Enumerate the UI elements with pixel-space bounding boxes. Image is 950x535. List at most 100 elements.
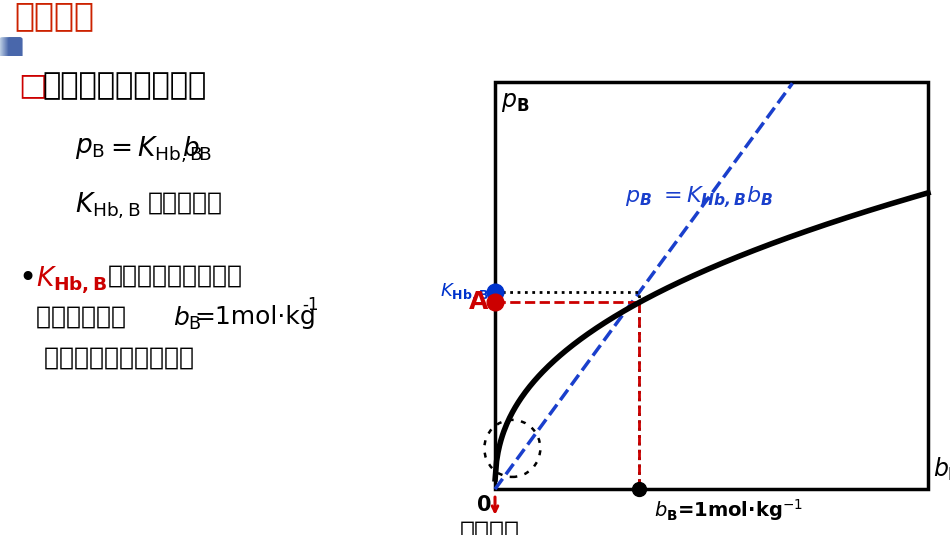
Text: =1mol·kg: =1mol·kg (194, 305, 315, 328)
Bar (1, 38, 12, 56)
Bar (2, 38, 13, 56)
Bar (8, 38, 19, 56)
Bar (8, 38, 19, 56)
Text: 亨利定律: 亨利定律 (14, 0, 94, 32)
Bar (2, 38, 13, 56)
Text: 亨利定律的其它表述: 亨利定律的其它表述 (42, 72, 206, 101)
Bar (5, 38, 16, 56)
Bar (4, 38, 15, 56)
Text: $\mathit{p}_\mathregular{B}\ =K_\mathregular{Hb,B}\mathit{b}_\mathregular{B}$: $\mathit{p}_\mathregular{B}\ =K_\mathreg… (625, 185, 773, 210)
Bar (8, 38, 19, 56)
Bar (2, 38, 13, 56)
Bar (5, 38, 16, 56)
Text: •: • (18, 264, 36, 293)
Text: -1: -1 (302, 295, 318, 314)
Bar (2, 38, 13, 56)
Bar (5, 38, 16, 56)
Bar (10, 38, 20, 56)
Bar (3, 38, 14, 56)
Bar (4, 38, 15, 56)
Bar (5, 38, 16, 56)
Bar (8, 38, 19, 56)
Bar (3, 38, 14, 56)
Bar (7, 38, 18, 56)
Bar (2, 38, 13, 56)
Bar (5, 38, 15, 56)
Bar (9, 38, 20, 56)
Bar (6, 38, 17, 56)
Text: $\mathit{p}_\mathregular{B}$: $\mathit{p}_\mathregular{B}$ (75, 135, 105, 160)
Bar (0, 0, 950, 39)
Bar (6, 38, 17, 56)
Bar (8, 38, 19, 56)
Text: $\mathit{K}_\mathregular{Hb,B}$: $\mathit{K}_\mathregular{Hb,B}$ (36, 264, 107, 296)
Bar (8, 38, 19, 56)
Text: 亨利定律: 亨利定律 (460, 519, 520, 535)
Bar (4, 38, 15, 56)
Bar (5, 38, 16, 56)
Bar (7, 38, 18, 56)
Bar (8, 38, 19, 56)
Bar (6, 38, 17, 56)
Bar (6, 38, 17, 56)
Bar (7, 38, 18, 56)
Bar (6, 38, 17, 56)
Bar (2, 38, 13, 56)
Bar (1, 38, 12, 56)
Bar (4, 38, 15, 56)
Bar (5, 38, 16, 56)
Text: $\mathit{b}_\mathregular{B}$: $\mathit{b}_\mathregular{B}$ (173, 305, 201, 332)
Bar (5, 38, 16, 56)
Bar (7, 38, 18, 56)
Bar (8, 38, 19, 56)
Bar (0, 38, 11, 56)
Bar (1, 38, 12, 56)
Bar (9, 38, 20, 56)
Bar (6, 38, 17, 56)
Bar (1, 38, 12, 56)
Text: $\mathit{p}_\mathregular{B}$: $\mathit{p}_\mathregular{B}$ (501, 90, 529, 114)
Bar (2, 38, 13, 56)
Bar (9, 38, 20, 56)
Bar (0, 38, 11, 56)
Bar (2, 38, 13, 56)
Bar (3, 38, 14, 56)
Bar (8, 38, 18, 56)
Bar (3, 38, 14, 56)
Text: $\mathit{b}_\mathregular{B}$: $\mathit{b}_\mathregular{B}$ (933, 456, 950, 483)
Text: ：亨利常数: ：亨利常数 (148, 190, 223, 215)
Bar (6, 38, 17, 56)
Bar (5, 38, 16, 56)
Text: $\mathit{b}_\mathregular{B}$: $\mathit{b}_\mathregular{B}$ (182, 135, 212, 163)
Bar (0, 38, 11, 56)
Bar (9, 38, 20, 56)
Bar (7, 38, 18, 56)
Bar (4, 38, 15, 56)
Bar (1, 38, 12, 56)
Text: $K_\mathregular{Hb,B}$: $K_\mathregular{Hb,B}$ (440, 281, 489, 303)
Bar (7, 38, 18, 56)
Text: $\mathbf{A}$: $\mathbf{A}$ (467, 291, 489, 315)
Bar (0, 38, 11, 56)
Bar (495, 82, 928, 489)
Bar (1, 38, 12, 56)
Bar (2, 38, 13, 56)
Bar (7, 38, 18, 56)
Bar (4, 38, 15, 56)
Bar (7, 38, 18, 56)
Text: 0: 0 (477, 495, 491, 515)
Bar (6, 38, 17, 56)
Text: $\mathit{b}_\mathregular{B}$=1mol·kg$^{-1}$: $\mathit{b}_\mathregular{B}$=1mol·kg$^{-… (655, 498, 804, 523)
Bar (8, 38, 19, 56)
Bar (6, 38, 17, 56)
Bar (6, 38, 16, 56)
Bar (1, 38, 12, 56)
Bar (0, 38, 11, 56)
Text: $K_\mathregular{Hb,B}$: $K_\mathregular{Hb,B}$ (75, 190, 141, 221)
Bar (3, 38, 14, 56)
Bar (0, 38, 11, 56)
Bar (1, 38, 12, 56)
Bar (3, 38, 14, 56)
Text: 溶液中溶质的蒸气压。: 溶液中溶质的蒸气压。 (36, 346, 194, 370)
Bar (10, 38, 21, 56)
